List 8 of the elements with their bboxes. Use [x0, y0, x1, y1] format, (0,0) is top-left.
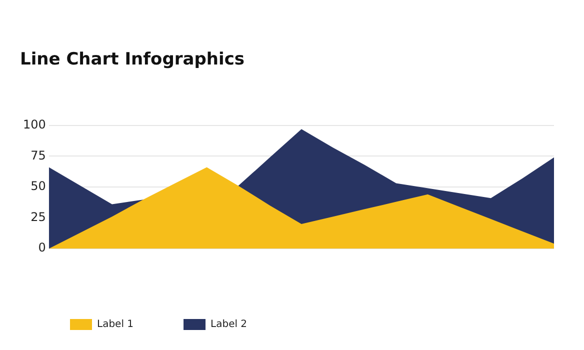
y-tick-label: 75: [30, 148, 46, 162]
y-tick-label: 25: [30, 210, 46, 224]
chart-title: Line Chart Infographics: [20, 50, 245, 70]
y-tick-label: 0: [38, 240, 46, 255]
y-tick-label: 50: [30, 179, 46, 194]
y-tick-label: 100: [23, 118, 46, 132]
legend-label: Label 2: [210, 319, 248, 330]
legend-label: Label 1: [97, 319, 134, 330]
